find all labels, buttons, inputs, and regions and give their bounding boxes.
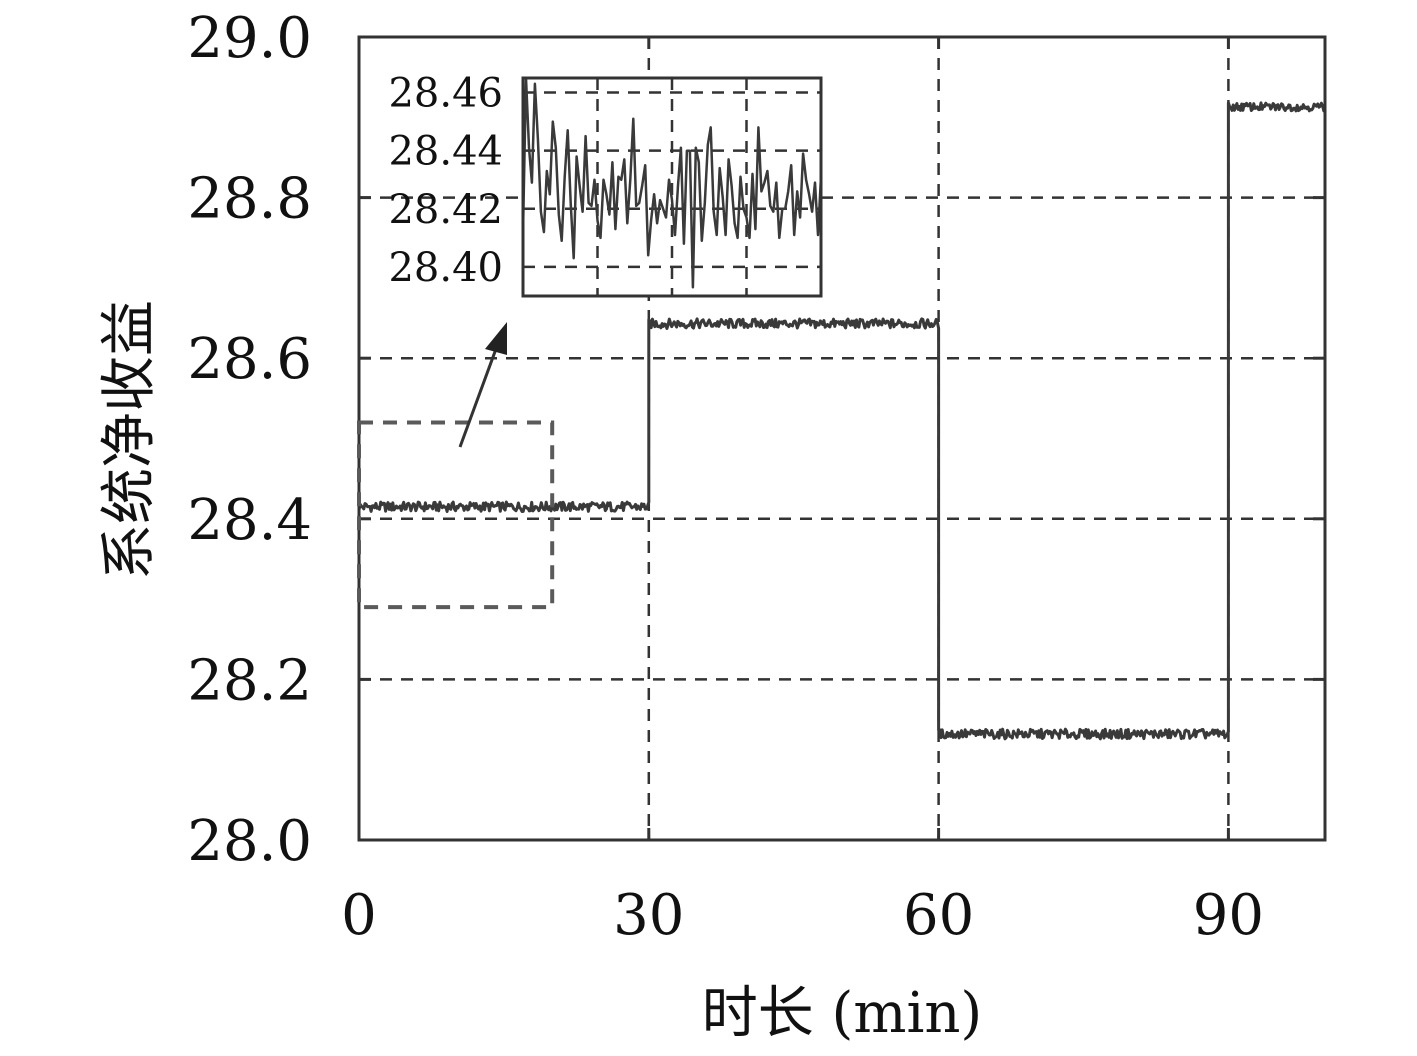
- zoom-region-box: [357, 420, 555, 610]
- y-tick-label-4: 28.8: [187, 167, 312, 232]
- y-axis-title: 系统净收益: [97, 300, 162, 580]
- inset-y-tick-label-0: 28.40: [388, 245, 503, 291]
- y-tick-label-1: 28.2: [187, 648, 312, 713]
- plot-frame: [357, 35, 1327, 842]
- y-tick-label-2: 28.4: [187, 488, 312, 553]
- inset-y-tick-label-3: 28.46: [388, 71, 503, 117]
- inset-y-ticks: 28.40 28.42 28.44 28.46: [388, 71, 503, 291]
- series-line: [357, 101, 1326, 741]
- x-axis-ticks: 0 30 60 90: [341, 37, 1264, 948]
- main-series: [357, 101, 1326, 741]
- main-grid: [359, 37, 1325, 840]
- x-tick-label-0: 0: [341, 883, 377, 948]
- y-tick-label-5: 29.0: [187, 6, 312, 71]
- y-tick-label-0: 28.0: [187, 809, 312, 874]
- x-tick-label-2: 60: [903, 883, 974, 948]
- x-tick-label-1: 30: [613, 883, 684, 948]
- inset-plot: 28.40 28.42 28.44 28.46: [388, 71, 823, 298]
- y-tick-label-3: 28.6: [187, 327, 312, 392]
- x-axis-title: 时长 (min): [702, 981, 983, 1046]
- inset-frame: [521, 76, 823, 298]
- inset-y-tick-label-1: 28.42: [388, 187, 503, 233]
- y-axis-ticks: 28.0 28.2 28.4 28.6 28.8 29.0: [187, 6, 1325, 874]
- inset-series: [521, 76, 823, 289]
- zoom-arrow: [458, 322, 507, 448]
- x-tick-label-3: 90: [1193, 883, 1264, 948]
- inset-y-tick-label-2: 28.44: [388, 129, 503, 175]
- inset-series-line: [521, 76, 823, 289]
